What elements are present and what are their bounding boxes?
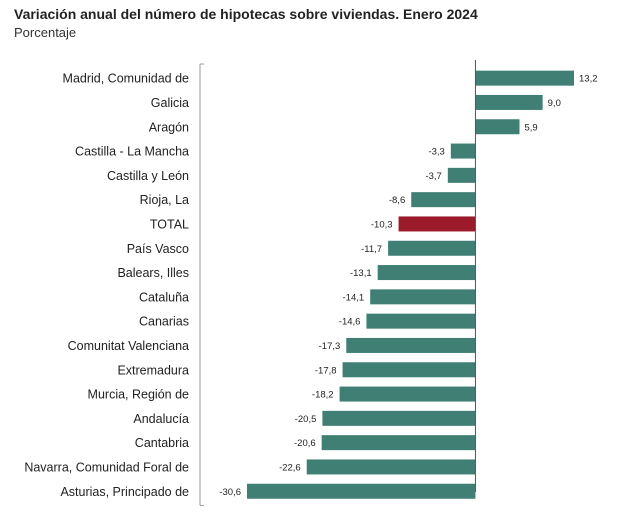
bar <box>475 94 543 110</box>
bar <box>370 289 476 305</box>
data-label: -14,6 <box>339 317 361 328</box>
data-label: -11,7 <box>361 244 382 255</box>
data-label: -22,6 <box>279 462 301 473</box>
bar <box>247 483 476 499</box>
data-label: -17,8 <box>315 365 337 376</box>
category-label: Comunitat Valenciana <box>68 339 189 353</box>
data-label: -30,6 <box>219 487 241 498</box>
bar <box>388 240 476 256</box>
bar <box>339 386 476 402</box>
bar <box>450 143 476 159</box>
category-label: Madrid, Comunidad de <box>63 72 190 86</box>
bar <box>447 167 476 183</box>
bar <box>342 362 476 378</box>
category-label: Cataluña <box>139 290 189 304</box>
chart-title: Variación anual del número de hipotecas … <box>14 6 478 22</box>
category-label: Balears, Illes <box>117 266 189 280</box>
category-label: Extremadura <box>117 363 189 377</box>
bar <box>321 435 476 451</box>
data-label: -17,3 <box>319 341 341 352</box>
data-label: 9,0 <box>548 98 561 109</box>
bar <box>322 410 476 426</box>
data-label: -10,3 <box>371 219 393 230</box>
category-label: Asturias, Principado de <box>60 485 189 499</box>
chart-subtitle: Porcentaje <box>14 25 77 40</box>
category-label: TOTAL <box>150 217 189 231</box>
data-label: -13,1 <box>350 268 372 279</box>
bar <box>306 459 476 475</box>
data-label: -3,3 <box>428 147 444 158</box>
data-label: 13,2 <box>579 74 598 85</box>
bar <box>377 265 476 281</box>
bar <box>475 119 520 135</box>
data-label: -18,2 <box>312 390 334 401</box>
data-label: -14,1 <box>343 292 365 303</box>
category-label: Murcia, Región de <box>88 388 189 402</box>
category-label: Andalucía <box>133 412 189 426</box>
category-label: Castilla - La Mancha <box>75 145 189 159</box>
category-label: Castilla y León <box>107 169 189 183</box>
category-label: Rioja, La <box>140 193 189 207</box>
data-label: -8,6 <box>389 195 405 206</box>
category-label: Aragón <box>149 120 189 134</box>
bar <box>346 337 476 353</box>
data-label: -3,7 <box>425 171 441 182</box>
bar-total <box>398 216 476 232</box>
category-label: Canarias <box>139 315 189 329</box>
bar <box>411 192 476 208</box>
category-label: Cantabria <box>135 436 189 450</box>
bar <box>475 70 574 86</box>
data-label: -20,5 <box>295 414 317 425</box>
bar <box>366 313 476 329</box>
category-label: País Vasco <box>127 242 189 256</box>
category-label: Navarra, Comunidad Foral de <box>24 460 189 474</box>
data-label: -20,6 <box>294 438 316 449</box>
category-label: Galicia <box>151 96 189 110</box>
data-label: 5,9 <box>525 122 538 133</box>
